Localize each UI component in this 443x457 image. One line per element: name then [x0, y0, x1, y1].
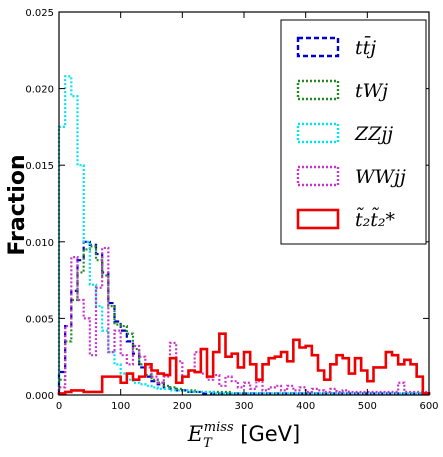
x-axis-label-main: E: [187, 422, 203, 446]
series-line-3: [57, 246, 431, 395]
y-tick-label-5: 0.025: [25, 8, 54, 19]
y-axis-label: Fraction: [5, 154, 30, 255]
legend: tt̄j tWj ZZjj WWjj t̃₂t̃₂*: [280, 19, 427, 245]
series-line-2: [57, 75, 431, 395]
series-layer: [57, 75, 431, 395]
legend-label-0: tt̄j: [355, 35, 376, 59]
y-tick-label-0: 0.000: [25, 391, 54, 402]
x-axis-label-unit: [GeV]: [234, 422, 301, 446]
legend-label-3: WWjj: [355, 166, 406, 188]
x-tick-label-6: 600: [419, 401, 438, 412]
legend-swatch-1: [296, 79, 340, 101]
y-tick-label-2: 0.010: [25, 238, 54, 249]
y-tick-label-3: 0.015: [25, 161, 54, 172]
legend-swatch-3: [296, 165, 340, 187]
x-tick-label-0: 0: [56, 401, 62, 412]
legend-label-2: ZZjj: [354, 123, 393, 145]
legend-box: [280, 19, 427, 245]
x-tick-label-4: 400: [296, 401, 315, 412]
series-line-4: [57, 332, 431, 395]
legend-swatch-0: [296, 36, 340, 58]
x-tick-label-2: 200: [173, 401, 192, 412]
x-axis-label-sub: T: [203, 436, 213, 451]
ticks-layer: 0 100 200 300 400 500 600 0.000 0.005 0.010 0.015 0…: [25, 8, 438, 412]
x-tick-label-5: 500: [358, 401, 377, 412]
x-tick-label-3: 300: [234, 401, 253, 412]
y-tick-label-1: 0.005: [25, 314, 54, 325]
x-axis-label: ETmiss [GeV]: [187, 420, 300, 451]
legend-swatch-2: [296, 122, 340, 144]
legend-swatch-4: [296, 208, 340, 230]
legend-label-4: t̃₂t̃₂*: [355, 208, 396, 231]
legend-label-1: tWj: [355, 80, 388, 102]
y-tick-label-4: 0.020: [25, 85, 54, 96]
x-axis-label-sup: miss: [204, 420, 234, 435]
x-tick-label-1: 100: [111, 401, 130, 412]
